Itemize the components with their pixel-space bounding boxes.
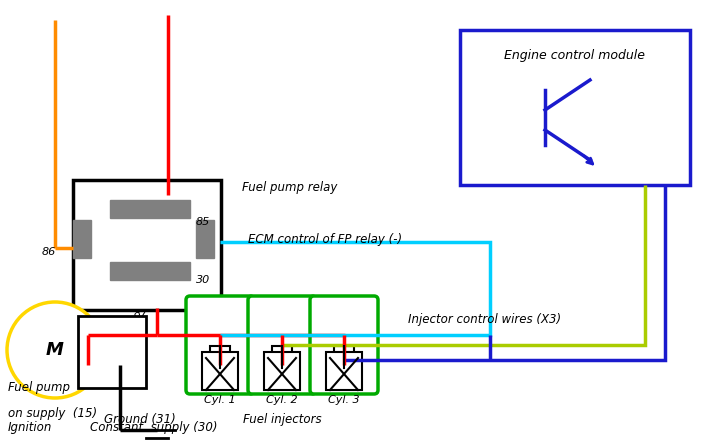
Text: ECM control of FP relay (-): ECM control of FP relay (-) [248,233,402,247]
Bar [202,352,238,390]
Bar [110,262,190,280]
Text: Injector control wires (X3): Injector control wires (X3) [408,313,561,327]
Text: Ground (31): Ground (31) [104,414,176,427]
Text: 85: 85 [196,217,210,227]
FancyBboxPatch shape [310,296,378,394]
Text: 86: 86 [42,247,56,257]
Bar [73,220,91,258]
Bar [264,352,300,390]
Bar [73,180,221,310]
FancyBboxPatch shape [248,296,316,394]
Text: 30: 30 [196,275,210,285]
Bar [334,346,354,368]
Text: Fuel pump relay: Fuel pump relay [242,182,337,194]
Text: Cyl. 2: Cyl. 2 [266,395,298,405]
Text: M: M [46,341,64,359]
FancyBboxPatch shape [186,296,254,394]
Bar [460,30,690,185]
Text: Fuel injectors: Fuel injectors [243,414,321,427]
Text: Ignition: Ignition [8,422,53,434]
Text: Constant  supply (30): Constant supply (30) [90,422,217,434]
Text: 87: 87 [134,309,148,319]
Bar [210,346,230,368]
Bar [78,316,146,388]
Text: Engine control module: Engine control module [505,49,646,61]
Text: on supply  (15): on supply (15) [8,407,97,419]
Text: Fuel pump: Fuel pump [8,381,70,395]
Bar [272,346,292,368]
Text: Cyl. 1: Cyl. 1 [204,395,236,405]
Bar [110,200,190,218]
Circle shape [7,302,103,398]
Bar [326,352,362,390]
Bar [196,220,214,258]
Text: Cyl. 3: Cyl. 3 [328,395,360,405]
